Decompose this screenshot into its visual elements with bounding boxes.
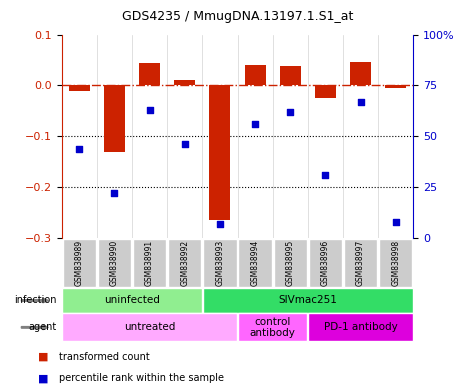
Text: GSM838997: GSM838997 xyxy=(356,240,365,286)
Text: untreated: untreated xyxy=(124,322,175,333)
Point xyxy=(216,221,224,227)
Point xyxy=(322,172,329,178)
Bar xyxy=(280,66,301,86)
Text: GSM838998: GSM838998 xyxy=(391,240,400,286)
Point xyxy=(286,109,294,115)
Text: GSM838989: GSM838989 xyxy=(75,240,84,286)
Text: GSM838996: GSM838996 xyxy=(321,240,330,286)
Bar xyxy=(350,61,371,86)
Point xyxy=(76,146,83,152)
Text: GSM838992: GSM838992 xyxy=(180,240,189,286)
Text: GSM838990: GSM838990 xyxy=(110,240,119,286)
Text: GSM838991: GSM838991 xyxy=(145,240,154,286)
Point xyxy=(146,107,153,113)
Bar xyxy=(209,86,230,220)
Bar xyxy=(104,86,125,152)
Point xyxy=(357,99,364,105)
Bar xyxy=(245,65,266,86)
Point xyxy=(392,219,399,225)
Bar xyxy=(385,86,406,88)
Text: GSM838994: GSM838994 xyxy=(251,240,259,286)
Point xyxy=(111,190,118,196)
Text: GDS4235 / MmugDNA.13197.1.S1_at: GDS4235 / MmugDNA.13197.1.S1_at xyxy=(122,10,353,23)
Bar xyxy=(174,80,195,86)
Text: GSM838995: GSM838995 xyxy=(286,240,294,286)
Text: GSM838993: GSM838993 xyxy=(216,240,224,286)
Bar xyxy=(315,86,336,98)
Point xyxy=(181,141,189,147)
Text: transformed count: transformed count xyxy=(59,352,150,362)
Text: infection: infection xyxy=(15,295,57,306)
Text: PD-1 antibody: PD-1 antibody xyxy=(323,322,398,333)
Text: SIVmac251: SIVmac251 xyxy=(278,295,337,306)
Text: percentile rank within the sample: percentile rank within the sample xyxy=(59,373,224,383)
Bar xyxy=(69,86,90,91)
Point xyxy=(251,121,259,127)
Text: uninfected: uninfected xyxy=(104,295,160,306)
Text: ■: ■ xyxy=(38,352,48,362)
Text: control
antibody: control antibody xyxy=(250,316,295,338)
Text: agent: agent xyxy=(29,322,57,333)
Bar xyxy=(139,63,160,86)
Text: ■: ■ xyxy=(38,373,48,383)
